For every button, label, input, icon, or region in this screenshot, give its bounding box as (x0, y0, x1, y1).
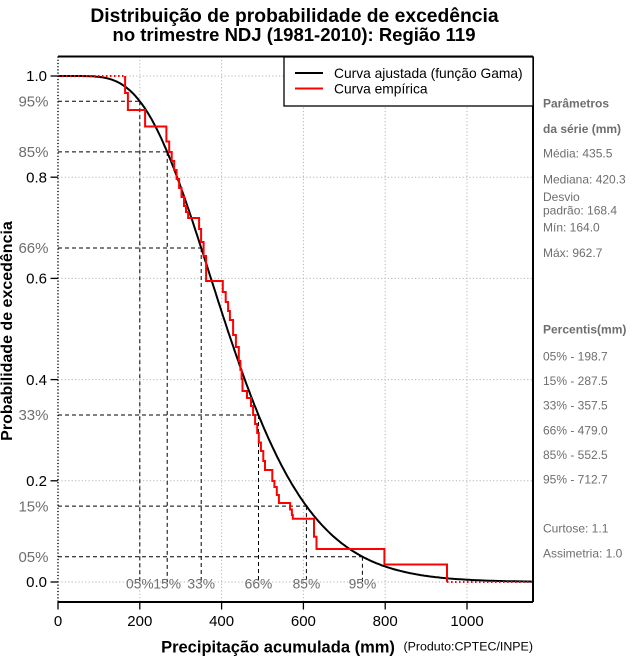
svg-text:0.2: 0.2 (26, 473, 47, 490)
svg-text:66%: 66% (18, 240, 48, 257)
svg-text:33%: 33% (18, 407, 48, 424)
svg-text:85%: 85% (293, 577, 321, 592)
svg-text:15%: 15% (18, 498, 48, 515)
svg-text:da série (mm): da série (mm) (543, 122, 621, 136)
svg-text:Probabilidade de excedência: Probabilidade de excedência (0, 221, 16, 441)
svg-text:Mediana: 420.3: Mediana: 420.3 (543, 172, 626, 186)
svg-text:15% - 287.5: 15% - 287.5 (543, 374, 608, 388)
svg-text:1000: 1000 (450, 613, 483, 630)
svg-text:400: 400 (209, 613, 234, 630)
svg-text:Percentis(mm): Percentis(mm) (543, 323, 626, 337)
svg-text:95%: 95% (349, 577, 377, 592)
svg-text:Desvio: Desvio (543, 190, 580, 204)
svg-text:Curtose: 1.1: Curtose: 1.1 (543, 521, 609, 535)
svg-text:no trimestre NDJ (1981-2010):: no trimestre NDJ (1981-2010): Região 119 (113, 24, 476, 45)
svg-text:0.8: 0.8 (26, 169, 47, 186)
svg-text:Precipitação acumulada (mm): Precipitação acumulada (mm) (161, 639, 395, 657)
svg-text:Parâmetros: Parâmetros (543, 97, 609, 111)
svg-text:15%: 15% (153, 577, 181, 592)
svg-text:66% - 479.0: 66% - 479.0 (543, 423, 608, 437)
svg-text:(Produto:CPTEC/INPE): (Produto:CPTEC/INPE) (404, 640, 533, 654)
svg-text:05%: 05% (18, 549, 48, 566)
svg-text:1.0: 1.0 (26, 68, 47, 85)
svg-text:800: 800 (373, 613, 398, 630)
svg-text:95%: 95% (18, 94, 48, 111)
svg-text:85% - 552.5: 85% - 552.5 (543, 448, 608, 462)
svg-text:0: 0 (54, 613, 62, 630)
svg-text:66%: 66% (245, 577, 273, 592)
svg-text:200: 200 (127, 613, 152, 630)
svg-text:Assimetria: 1.0: Assimetria: 1.0 (543, 546, 623, 560)
svg-text:0.0: 0.0 (26, 574, 47, 591)
svg-text:0.6: 0.6 (26, 271, 47, 288)
svg-text:0.4: 0.4 (26, 372, 47, 389)
svg-text:85%: 85% (18, 144, 48, 161)
svg-text:Distribuição de probabilidade: Distribuição de probabilidade de excedên… (90, 6, 499, 27)
svg-text:05% - 198.7: 05% - 198.7 (543, 350, 608, 364)
svg-text:33%: 33% (187, 577, 215, 592)
svg-text:padrão: 168.4: padrão: 168.4 (543, 203, 617, 217)
svg-text:95% - 712.7: 95% - 712.7 (543, 473, 608, 487)
svg-text:Curva empírica: Curva empírica (334, 82, 428, 97)
svg-text:Curva ajustada (função Gama): Curva ajustada (função Gama) (334, 66, 523, 81)
svg-text:600: 600 (291, 613, 316, 630)
svg-text:Média: 435.5: Média: 435.5 (543, 146, 613, 160)
svg-text:05%: 05% (126, 577, 154, 592)
svg-text:Mín: 164.0: Mín: 164.0 (543, 221, 600, 235)
svg-text:Máx: 962.7: Máx: 962.7 (543, 246, 603, 260)
svg-text:33% - 357.5: 33% - 357.5 (543, 399, 608, 413)
